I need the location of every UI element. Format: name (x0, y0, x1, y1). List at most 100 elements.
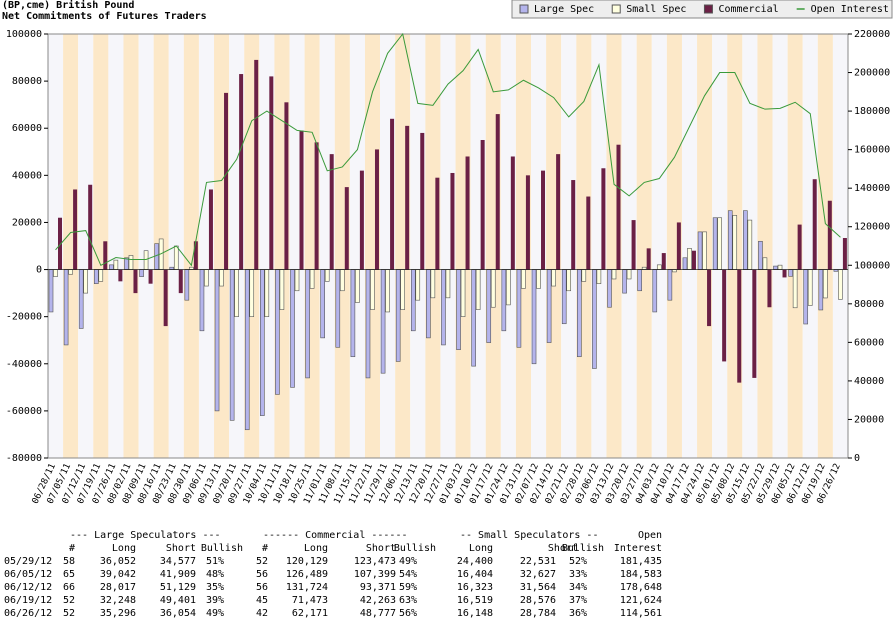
stripe (772, 34, 788, 458)
y2-tick-label: 100000 (854, 260, 890, 271)
stripe (666, 34, 682, 458)
table-cell: 52 (63, 595, 75, 606)
bar (395, 269, 401, 362)
bar (290, 269, 295, 388)
table-cell: 34% (569, 582, 587, 593)
bar (139, 269, 144, 277)
table-cell: 31,564 (520, 582, 556, 593)
table-cell: 32,627 (520, 569, 556, 580)
y2-tick-label: 160000 (854, 145, 890, 156)
table-cell: 16,323 (457, 582, 493, 593)
table-cell: 16,148 (457, 608, 493, 618)
legend-label: Commercial (718, 4, 778, 15)
y2-tick-label: 80000 (854, 299, 884, 310)
bar (762, 257, 768, 270)
table-column-header: # (262, 543, 268, 554)
bar (456, 269, 461, 350)
bar (178, 269, 183, 294)
bar (113, 259, 119, 270)
y2-tick-label: 140000 (854, 183, 890, 194)
table-cell: 06/19/12 (4, 595, 52, 606)
bar (385, 269, 390, 313)
y2-tick-label: 180000 (854, 106, 890, 117)
table-cell: 36,054 (160, 608, 196, 618)
y-tick-label: 20000 (12, 217, 42, 228)
stripe (561, 34, 577, 458)
bar (737, 269, 742, 383)
bar (355, 269, 360, 303)
bar (691, 250, 696, 270)
table-cell: 93,371 (360, 582, 396, 593)
chart-title: (BP,cme) British Pound (2, 0, 134, 11)
bar (103, 241, 108, 270)
table-cell: 06/05/12 (4, 569, 52, 580)
bar (410, 269, 416, 332)
bar (661, 253, 666, 270)
bar (58, 217, 62, 270)
bar (807, 269, 813, 306)
table-cell: 131,724 (286, 582, 328, 593)
legend-swatch (519, 4, 529, 14)
table-cell: 65 (63, 569, 75, 580)
bar (204, 269, 209, 287)
bar (747, 219, 753, 270)
bar (773, 265, 778, 270)
table-cell: 181,435 (620, 556, 662, 567)
bar (219, 269, 224, 287)
stripe (455, 34, 471, 458)
bar (374, 149, 379, 270)
table-cell: 59% (399, 582, 417, 593)
table-group-header: ------ Commercial ------ (263, 530, 408, 541)
bar (752, 269, 757, 378)
bar (260, 269, 265, 416)
bar (320, 269, 325, 339)
bar (370, 269, 375, 310)
table-cell: 54% (399, 569, 417, 580)
bar (717, 217, 722, 270)
bar (803, 269, 809, 325)
table-cell: 52% (569, 556, 587, 567)
table-cell: 51% (206, 556, 224, 567)
bar (78, 269, 84, 329)
bar (229, 269, 235, 421)
bar (254, 59, 259, 270)
bar (551, 269, 556, 287)
bar (63, 269, 69, 346)
bar (430, 269, 436, 299)
table-column-header: Long (469, 543, 493, 554)
bar (284, 102, 289, 270)
table-cell: 51,129 (160, 582, 196, 593)
stripe (636, 34, 652, 458)
table-cell: 39,042 (100, 569, 136, 580)
bar (53, 269, 58, 277)
bar (702, 231, 707, 270)
stripe (93, 34, 109, 458)
table-cell: 56 (256, 582, 268, 593)
bar (420, 132, 425, 270)
y-tick-label: -20000 (6, 312, 42, 323)
table-cell: 49% (206, 608, 224, 618)
bar (818, 269, 824, 311)
stripe (651, 34, 667, 458)
table-cell: 49,401 (160, 595, 196, 606)
bar (556, 154, 561, 270)
bar (405, 125, 410, 270)
bar (148, 269, 153, 284)
table-cell: 52 (256, 556, 268, 567)
bar (390, 118, 395, 270)
bar (797, 224, 802, 270)
stripe (440, 34, 456, 458)
bar (743, 210, 748, 270)
table-cell: 48,777 (360, 608, 396, 618)
table-cell: 35,296 (100, 608, 136, 618)
table-cell: 48% (206, 569, 224, 580)
table-group-header: Open (638, 530, 662, 541)
table-cell: 32,248 (100, 595, 136, 606)
stripe (546, 34, 562, 458)
bar (506, 269, 511, 306)
table-cell: 33% (569, 569, 587, 580)
table-cell: 05/29/12 (4, 556, 52, 567)
bar (646, 248, 651, 270)
bar (536, 269, 541, 289)
